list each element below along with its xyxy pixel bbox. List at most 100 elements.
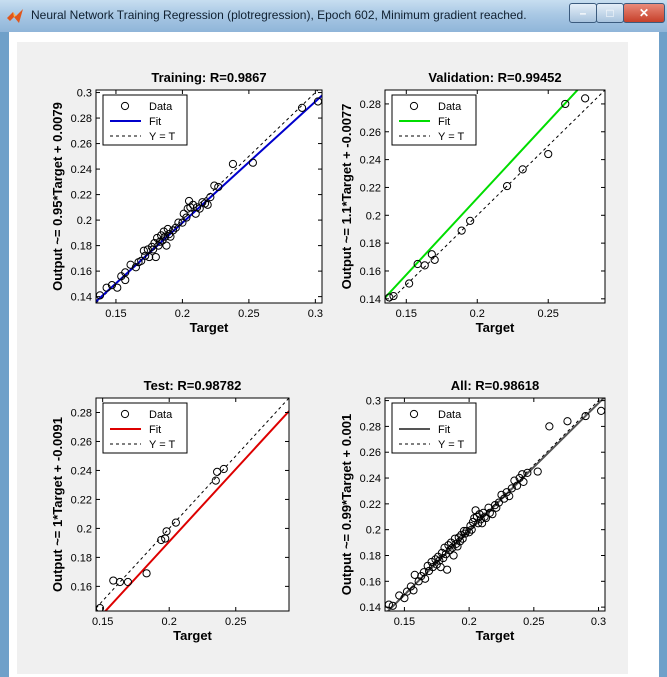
all-ylabel: Output ~= 0.99*Target + 0.001 xyxy=(339,414,354,595)
training-data-point xyxy=(145,252,154,262)
test-x-tick-label: 0.15 xyxy=(92,616,113,628)
all-legend-fit-label: Fit xyxy=(438,424,450,436)
test-fit-line xyxy=(104,410,289,611)
training-data-point xyxy=(248,158,257,167)
all-x-tick-label: 0.3 xyxy=(591,616,606,628)
validation-data-point xyxy=(420,261,429,270)
training-axes-frame xyxy=(95,89,323,304)
test-y-tick-label: 0.2 xyxy=(77,523,92,535)
all-data-point xyxy=(479,508,488,517)
training-data-point xyxy=(137,256,146,266)
training-data-point xyxy=(206,193,215,202)
all-data-point xyxy=(518,470,527,479)
all-y-tick-label: 0.24 xyxy=(360,473,381,485)
validation-legend-data-label: Data xyxy=(438,101,462,113)
all-data-point xyxy=(494,498,503,507)
all-y-tick-label: 0.14 xyxy=(360,602,381,614)
close-button[interactable]: ✕ xyxy=(623,3,665,23)
all-y-tick-label: 0.26 xyxy=(360,447,381,459)
validation-data-point xyxy=(544,149,553,159)
training-y-tick-label: 0.24 xyxy=(71,164,92,176)
test-legend-data-marker xyxy=(120,409,130,419)
all-data-point xyxy=(449,551,458,560)
all-data-point xyxy=(454,533,463,542)
validation-legend: Data Fit Y = T xyxy=(391,94,477,146)
all-axes-frame xyxy=(384,397,606,612)
training-ylabel: Output ~= 0.95*Target + 0.0079 xyxy=(50,102,65,291)
test-data-point xyxy=(142,569,151,578)
training-data-point xyxy=(143,245,152,254)
training-data-point xyxy=(107,281,117,290)
all-legend: Data Fit Y = T xyxy=(391,402,477,454)
all-y-tick-label: 0.22 xyxy=(360,499,381,511)
all-title: All: R=0.98618 xyxy=(451,378,540,393)
minimize-button[interactable]: – xyxy=(569,3,597,23)
test-axes-frame xyxy=(95,397,290,612)
all-x-tick-label: 0.2 xyxy=(461,616,476,628)
all-plot: 0.15 0.2 0.25 0.3 0.14 0.16 0.18 0.2 0.22 0.24 0.2… xyxy=(339,378,606,643)
training-y-tick-label: 0.28 xyxy=(71,113,92,125)
validation-x-tick-label: 0.2 xyxy=(470,308,485,320)
all-data-point xyxy=(492,503,501,512)
training-data-point xyxy=(163,224,172,234)
training-identity-line xyxy=(96,90,319,303)
training-data-point xyxy=(186,203,195,212)
all-data-point xyxy=(475,510,484,519)
all-xlabel: Target xyxy=(476,628,515,643)
training-data-point xyxy=(149,245,158,254)
all-data-point xyxy=(458,534,467,543)
all-data-point xyxy=(481,513,491,523)
test-y-tick-label: 0.22 xyxy=(71,494,92,506)
training-data-point xyxy=(214,182,223,192)
test-legend-data-label: Data xyxy=(149,409,173,421)
test-xlabel: Target xyxy=(173,628,212,643)
all-data-point xyxy=(468,517,478,527)
training-data-point xyxy=(159,227,168,236)
all-data-point xyxy=(523,468,532,477)
validation-plot: 0.15 0.2 0.25 0.14 0.16 0.18 0.2 0.22 0.24 0.26 0.… xyxy=(339,70,606,335)
title-bar[interactable]: Neural Network Training Regression (plot… xyxy=(0,0,667,32)
validation-data-point xyxy=(581,94,590,103)
all-x-tick-label: 0.15 xyxy=(394,616,415,628)
validation-ylabel: Output ~= 1.1*Target + -0.0077 xyxy=(339,104,354,290)
training-data-point xyxy=(162,241,171,250)
test-ylabel: Output ~= 1*Target + -0.0091 xyxy=(50,417,65,592)
all-data-point xyxy=(445,546,454,555)
training-data-point xyxy=(171,223,180,232)
all-data-point xyxy=(563,417,572,426)
test-legend: Data Fit Y = T xyxy=(102,402,188,454)
all-y-tick-label: 0.2 xyxy=(366,525,381,537)
training-xlabel: Target xyxy=(190,320,229,335)
all-legend-yt-label: Y = T xyxy=(438,439,464,451)
test-x-tick-label: 0.25 xyxy=(225,616,246,628)
training-data-point xyxy=(131,263,140,272)
training-data-point xyxy=(121,268,130,277)
training-plot-area xyxy=(96,90,322,303)
all-data-point xyxy=(480,512,489,521)
validation-legend-data-marker xyxy=(409,101,419,111)
training-y-tick-label: 0.26 xyxy=(71,139,92,151)
test-legend-yt-label: Y = T xyxy=(149,439,175,451)
validation-data-point xyxy=(466,216,475,225)
test-data-point xyxy=(171,518,180,527)
validation-xlabel: Target xyxy=(476,320,515,335)
all-x-tick-label: 0.25 xyxy=(523,616,544,628)
all-data-point xyxy=(388,601,397,610)
test-x-tick-label: 0.2 xyxy=(162,616,177,628)
validation-y-tick-label: 0.2 xyxy=(366,210,381,222)
training-x-tick-label: 0.2 xyxy=(175,308,190,320)
training-plot: 0.15 0.2 0.25 0.3 0.14 0.16 0.18 0.2 0.22 0.24 0.2… xyxy=(50,70,323,335)
training-y-tick-label: 0.16 xyxy=(71,266,92,278)
test-data-point xyxy=(219,464,228,474)
training-data-point xyxy=(151,252,160,262)
all-data-point xyxy=(488,510,497,519)
all-data-point xyxy=(437,548,447,558)
all-data-point xyxy=(505,492,514,501)
training-data-point xyxy=(126,260,135,269)
training-data-point xyxy=(191,209,200,218)
all-data-point xyxy=(410,570,419,579)
matlab-icon xyxy=(7,9,23,23)
all-y-tick-label: 0.16 xyxy=(360,576,381,588)
validation-y-tick-label: 0.22 xyxy=(360,182,381,194)
